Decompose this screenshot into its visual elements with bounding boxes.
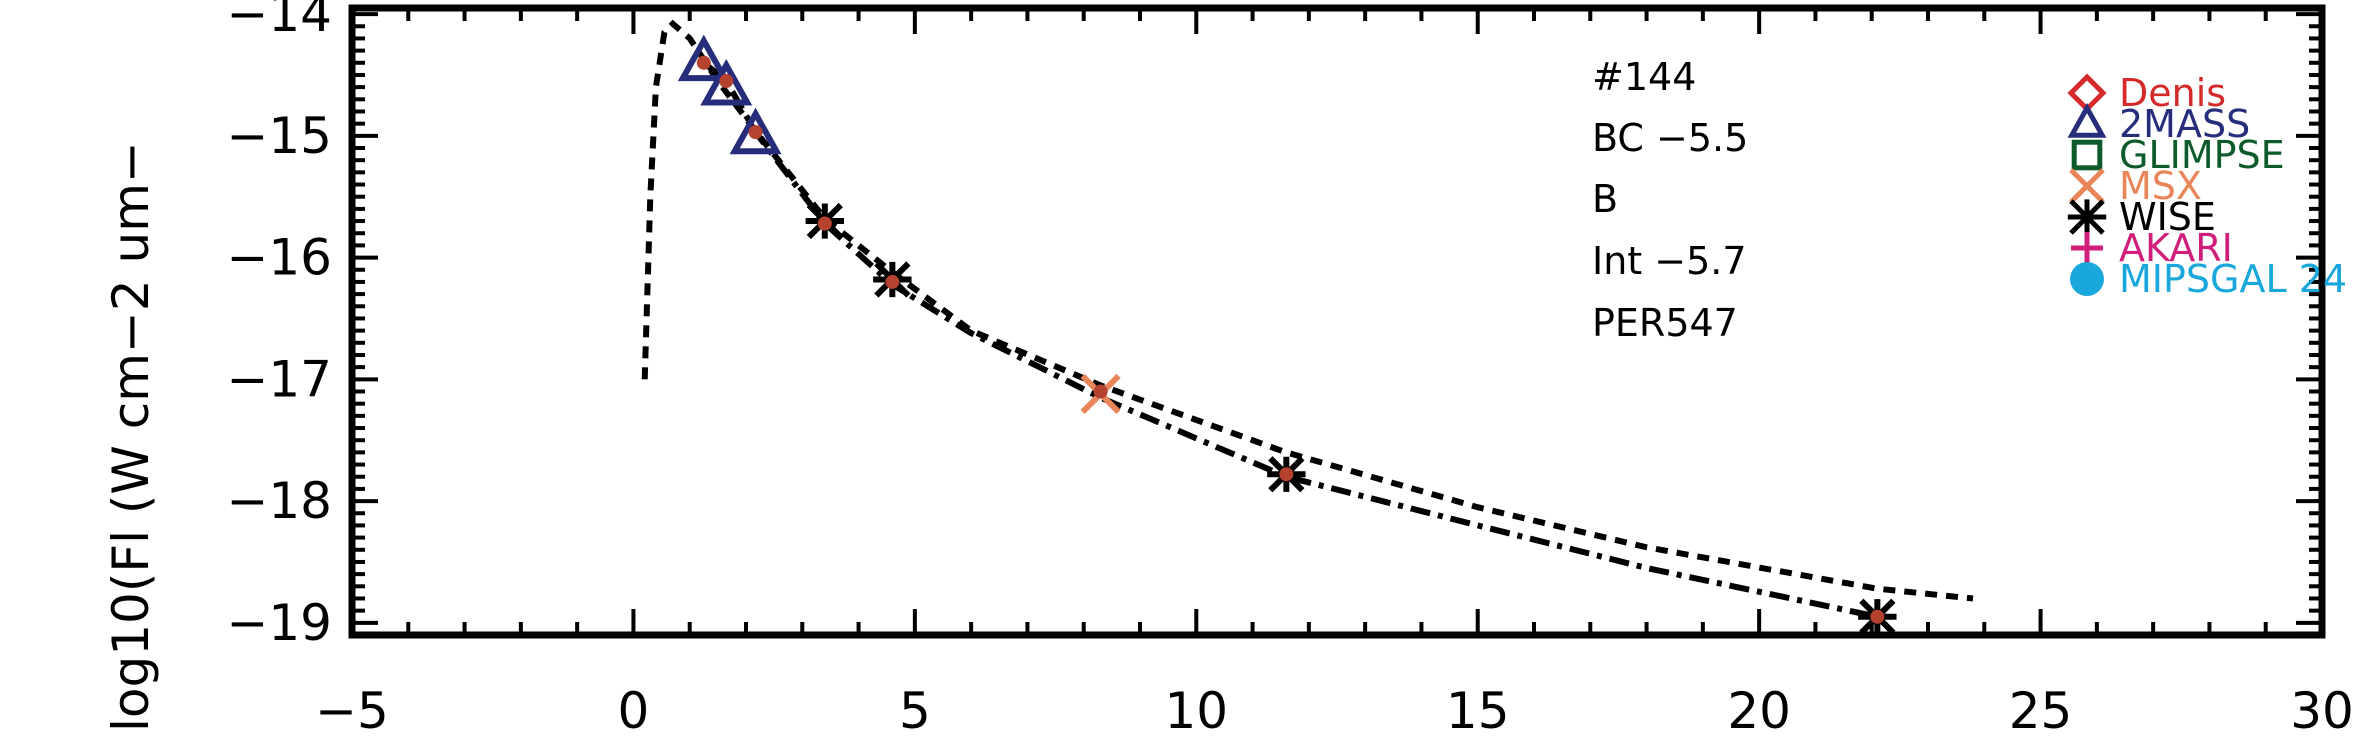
annotation-id: #144 bbox=[1592, 55, 1696, 99]
x-tick-label: −5 bbox=[315, 682, 389, 740]
x-tick-label: 10 bbox=[1164, 682, 1228, 740]
square-icon bbox=[2071, 139, 2103, 171]
y-tick-label: −15 bbox=[226, 107, 332, 165]
data-point-2mass bbox=[729, 107, 782, 155]
legend-item-wise: WISE bbox=[2067, 195, 2216, 239]
legend-label: Denis bbox=[2119, 71, 2226, 115]
axis-ticks bbox=[350, 8, 2324, 635]
y-tick-label: −19 bbox=[226, 594, 332, 652]
model-curves bbox=[641, 19, 1974, 620]
model-point bbox=[748, 125, 763, 140]
model-point bbox=[885, 274, 900, 289]
data-point-2mass bbox=[700, 58, 753, 106]
x-tick-label: 25 bbox=[2009, 682, 2073, 740]
legend-label: GLIMPSE bbox=[2119, 133, 2285, 177]
x-tick-label: 5 bbox=[899, 682, 931, 740]
model-point bbox=[696, 55, 711, 70]
circle-icon bbox=[2070, 262, 2104, 296]
legend-label: 2MASS bbox=[2119, 102, 2250, 146]
y-tick-label: −16 bbox=[226, 229, 332, 287]
legend-item-mipsgal-24: MIPSGAL 24 bbox=[2070, 257, 2347, 301]
legend-label: MSX bbox=[2119, 164, 2202, 208]
annotation-block: #144 BC −5.5 B Int −5.7 PER547 bbox=[1592, 55, 1748, 345]
annotation-name: PER547 bbox=[1592, 301, 1738, 345]
legend-item-akari: AKARI bbox=[2071, 226, 2233, 270]
y-tick-labels: −14 −15 −16 −17 −18 −19 bbox=[226, 0, 332, 652]
model-point bbox=[719, 74, 734, 89]
x-tick-label: 15 bbox=[1446, 682, 1510, 740]
y-axis-title: log10(Fl (W cm−2 um− bbox=[102, 141, 160, 732]
model-point bbox=[1093, 384, 1108, 399]
data-point-2mass bbox=[677, 34, 730, 82]
legend-item-msx: MSX bbox=[2069, 164, 2202, 208]
x-tick-label: 20 bbox=[1727, 682, 1791, 740]
legend-label: WISE bbox=[2119, 195, 2216, 239]
plot-frame bbox=[348, 4, 2326, 639]
y-tick-label: −14 bbox=[226, 0, 332, 43]
x-tick-label: 0 bbox=[618, 682, 650, 740]
model-point bbox=[817, 216, 832, 231]
legend-item-glimpse: GLIMPSE bbox=[2071, 133, 2285, 177]
y-tick-label: −17 bbox=[226, 350, 332, 408]
model-curve-dashdot bbox=[701, 60, 1878, 620]
triangle-icon bbox=[2067, 102, 2107, 138]
annotation-int: Int −5.7 bbox=[1592, 239, 1747, 283]
asterisk-icon bbox=[2067, 199, 2107, 235]
data-points bbox=[677, 34, 1897, 635]
legend-label: AKARI bbox=[2119, 226, 2233, 270]
y-tick-label: −18 bbox=[226, 472, 332, 530]
model-point bbox=[1279, 467, 1294, 482]
plus-icon bbox=[2071, 232, 2103, 264]
annotation-bc: BC −5.5 bbox=[1592, 116, 1748, 160]
x-tick-label: 30 bbox=[2290, 682, 2354, 740]
model-point bbox=[1870, 609, 1885, 624]
x-icon bbox=[2069, 168, 2105, 204]
x-tick-labels: −5 0 5 10 15 20 25 30 bbox=[315, 682, 2354, 740]
model-curve-dashed bbox=[641, 19, 1974, 602]
annotation-class: B bbox=[1592, 177, 1618, 221]
legend-label: MIPSGAL 24 bbox=[2119, 257, 2347, 301]
legend-item-2mass: 2MASS bbox=[2067, 102, 2250, 146]
marker-stroke bbox=[2069, 168, 2105, 204]
